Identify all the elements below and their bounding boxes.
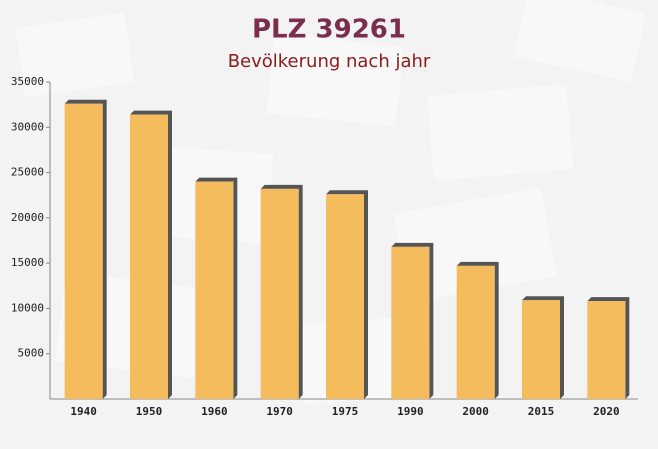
x-tick-label: 2000 (462, 405, 489, 418)
x-tick-label: 1990 (397, 405, 424, 418)
bar (130, 114, 168, 399)
x-tick-label: 1975 (332, 405, 359, 418)
x-tick-label: 1960 (201, 405, 228, 418)
bar (522, 300, 560, 399)
y-tick-label: 25000 (11, 166, 44, 179)
x-tick-label: 2015 (528, 405, 555, 418)
chart-subtitle: Bevölkerung nach jahr (228, 51, 431, 72)
x-tick-label: 1950 (136, 405, 163, 418)
bar (587, 301, 626, 399)
bar (260, 188, 299, 399)
x-tick-label: 1970 (266, 405, 293, 418)
y-tick-label: 35000 (11, 75, 44, 88)
y-tick-label: 10000 (11, 301, 44, 314)
bar (456, 265, 495, 399)
bar (64, 103, 103, 399)
x-tick-label: 1940 (70, 405, 97, 418)
x-tick-label: 2020 (593, 405, 620, 418)
bar (195, 181, 234, 399)
chart-title: PLZ 39261 (252, 15, 406, 45)
bar (391, 246, 430, 399)
y-tick-label: 30000 (11, 120, 44, 133)
y-tick-label: 20000 (11, 211, 44, 224)
y-tick-label: 5000 (18, 347, 45, 360)
y-tick-label: 15000 (11, 256, 44, 269)
bar (326, 194, 364, 399)
